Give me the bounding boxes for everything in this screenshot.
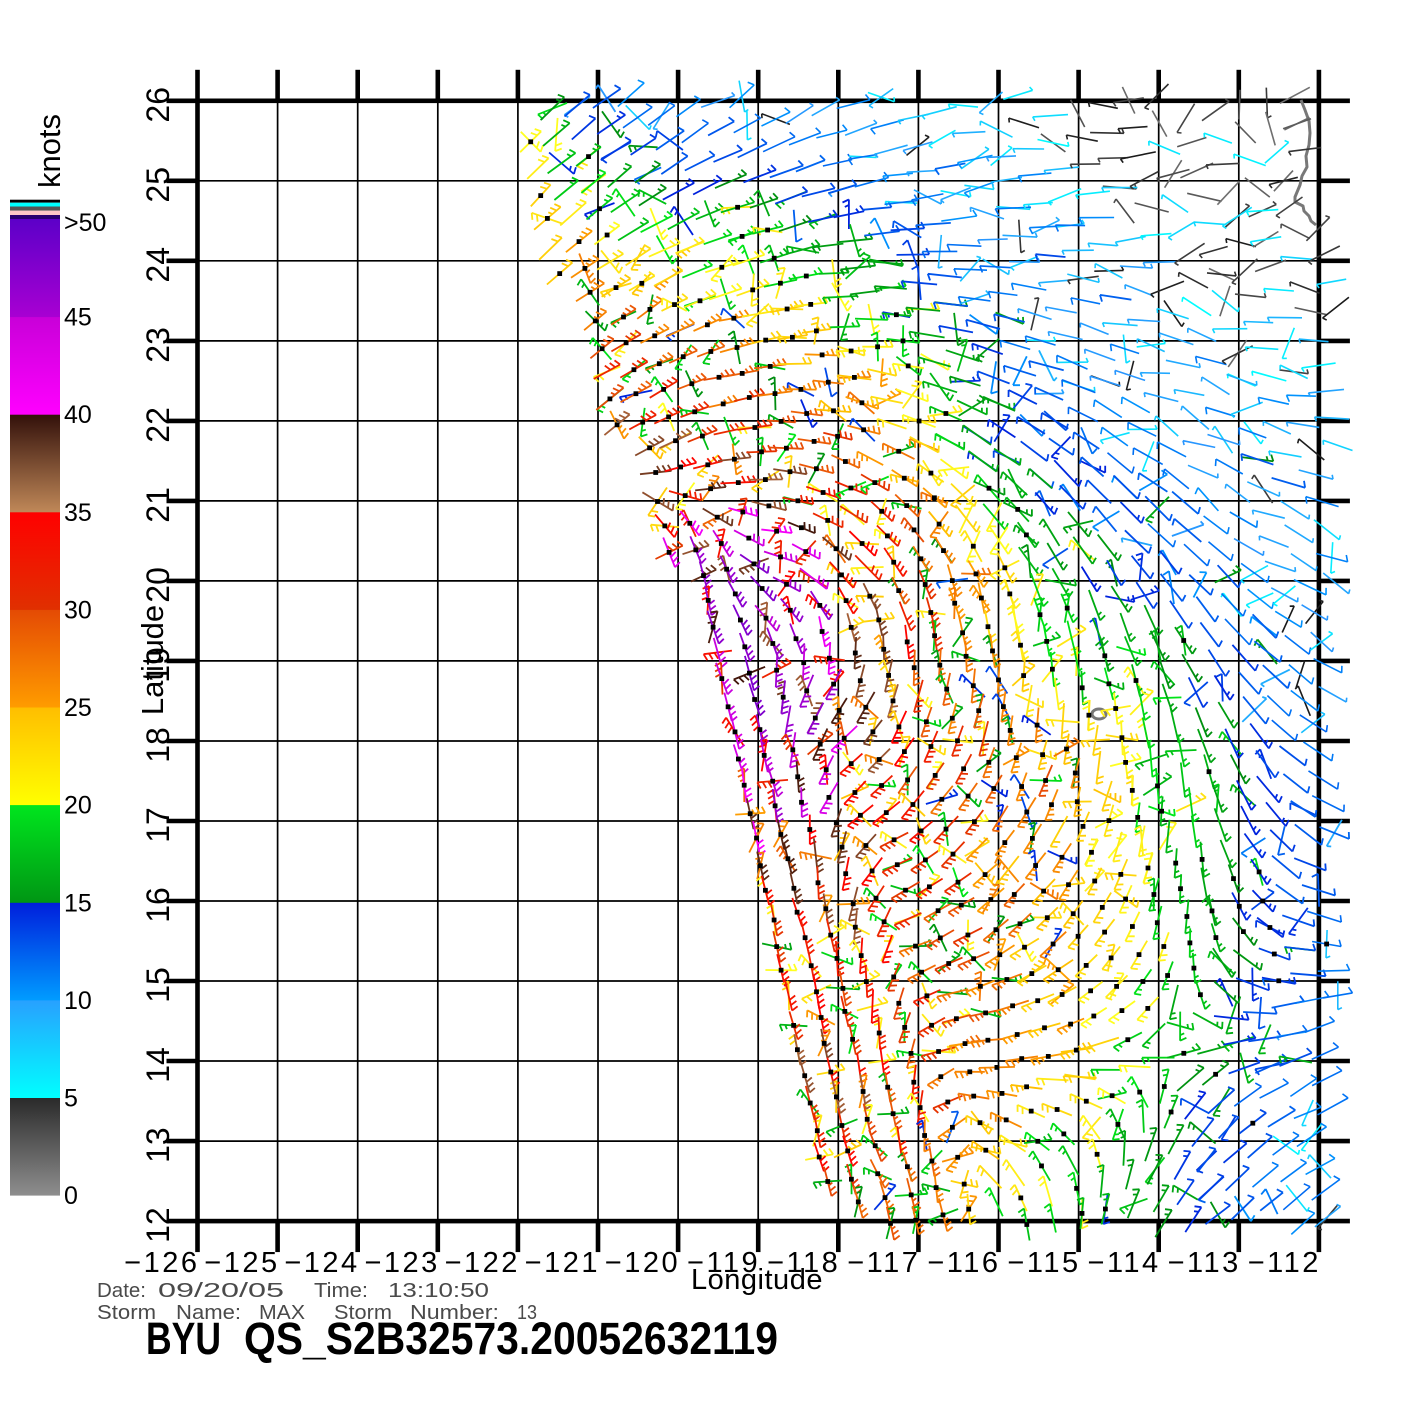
svg-text:30: 30 — [64, 596, 92, 624]
svg-text:Name:: Name: — [176, 1302, 241, 1324]
svg-text:21: 21 — [140, 487, 176, 523]
svg-text:Storm: Storm — [97, 1302, 156, 1324]
svg-text:BYU: BYU — [146, 1313, 221, 1364]
svg-text:0: 0 — [64, 1182, 78, 1210]
svg-text:MAX: MAX — [259, 1302, 305, 1324]
svg-text:−118: −118 — [767, 1247, 840, 1279]
svg-text:13:10:50: 13:10:50 — [388, 1280, 489, 1302]
svg-text:>50: >50 — [64, 209, 106, 237]
svg-text:40: 40 — [64, 401, 92, 429]
svg-text:15: 15 — [64, 889, 92, 917]
svg-text:−116: −116 — [927, 1247, 1000, 1279]
svg-text:10: 10 — [64, 987, 92, 1015]
svg-text:Time:: Time: — [314, 1280, 368, 1302]
svg-text:QS_S2B32573.20052632119: QS_S2B32573.20052632119 — [244, 1313, 778, 1364]
svg-text:−115: −115 — [1007, 1247, 1080, 1279]
svg-text:15: 15 — [140, 967, 176, 1003]
svg-text:13: 13 — [140, 1127, 176, 1163]
svg-text:25: 25 — [140, 167, 176, 203]
svg-text:13: 13 — [517, 1302, 537, 1324]
svg-text:−120: −120 — [605, 1247, 680, 1279]
svg-text:45: 45 — [64, 304, 92, 332]
svg-text:17: 17 — [140, 807, 176, 843]
svg-text:12: 12 — [140, 1207, 176, 1243]
svg-text:16: 16 — [140, 887, 176, 923]
svg-text:−119: −119 — [687, 1247, 760, 1279]
svg-text:−112: −112 — [1248, 1247, 1321, 1279]
svg-text:09/20/05: 09/20/05 — [158, 1280, 284, 1302]
svg-text:25: 25 — [64, 694, 92, 722]
svg-text:35: 35 — [64, 499, 92, 527]
svg-text:19: 19 — [140, 647, 176, 683]
svg-text:14: 14 — [140, 1047, 176, 1083]
svg-text:20: 20 — [140, 567, 176, 603]
svg-text:Date:: Date: — [97, 1280, 146, 1302]
svg-text:24: 24 — [140, 247, 176, 283]
svg-text:23: 23 — [140, 327, 176, 363]
svg-text:22: 22 — [140, 407, 176, 443]
svg-text:−124: −124 — [284, 1247, 359, 1279]
svg-text:Longitude: Longitude — [691, 1264, 823, 1296]
svg-text:20: 20 — [64, 792, 92, 820]
svg-text:−114: −114 — [1088, 1247, 1161, 1279]
svg-text:knots: knots — [32, 114, 67, 188]
svg-text:−122: −122 — [445, 1247, 520, 1279]
svg-text:−121: −121 — [525, 1247, 600, 1279]
svg-text:Number:: Number: — [410, 1302, 499, 1324]
svg-text:Storm: Storm — [334, 1302, 392, 1324]
svg-text:26: 26 — [140, 87, 176, 123]
svg-text:18: 18 — [140, 727, 176, 763]
svg-text:−126: −126 — [124, 1247, 199, 1279]
svg-text:−125: −125 — [204, 1247, 279, 1279]
svg-text:5: 5 — [64, 1085, 78, 1113]
svg-text:−113: −113 — [1168, 1247, 1241, 1279]
svg-text:Latitude: Latitude — [135, 605, 170, 715]
svg-text:−117: −117 — [847, 1247, 920, 1279]
svg-text:−123: −123 — [364, 1247, 439, 1279]
